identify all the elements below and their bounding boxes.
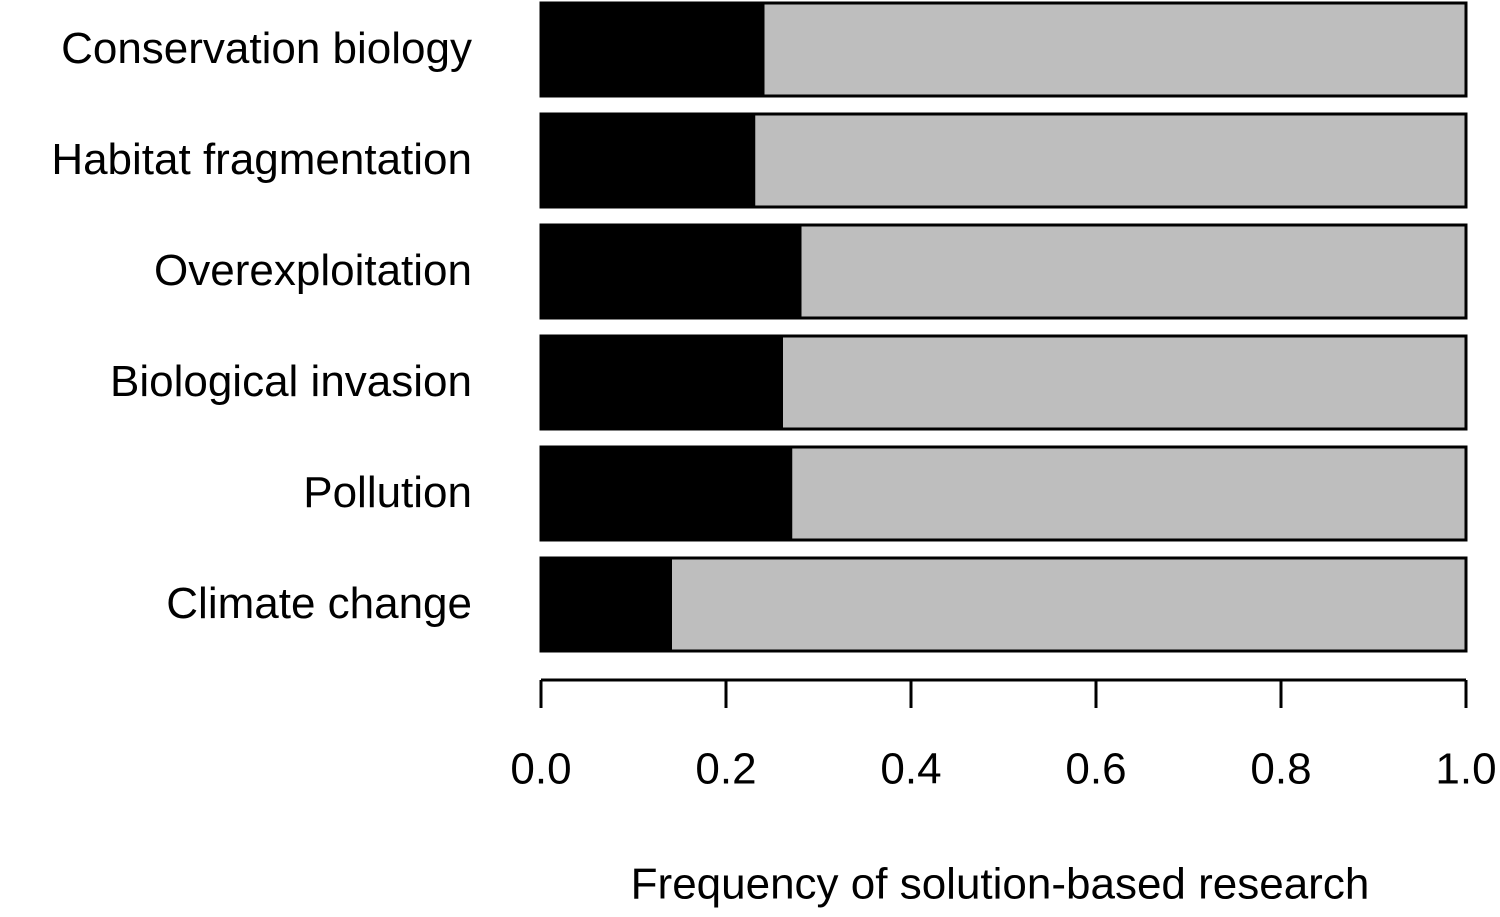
bar-segment bbox=[539, 223, 802, 320]
y-tick-label: Pollution bbox=[303, 468, 472, 517]
bar-segment bbox=[539, 445, 793, 542]
bar-segment bbox=[669, 556, 1468, 653]
bar-segment bbox=[539, 334, 783, 431]
x-tick-label: 0.4 bbox=[880, 745, 941, 794]
x-tick-label: 0.8 bbox=[1250, 745, 1311, 794]
bar-segment bbox=[798, 223, 1468, 320]
x-axis-title: Frequency of solution-based research bbox=[631, 860, 1370, 909]
bar-segment bbox=[752, 112, 1468, 209]
x-tick-label: 0.6 bbox=[1065, 745, 1126, 794]
bar-segment bbox=[789, 445, 1468, 542]
bar-segment bbox=[539, 1, 765, 98]
y-tick-label: Climate change bbox=[166, 579, 472, 628]
y-tick-label: Overexploitation bbox=[154, 246, 472, 295]
bar-segment bbox=[539, 556, 672, 653]
x-tick-label: 1.0 bbox=[1435, 745, 1496, 794]
y-tick-label: Habitat fragmentation bbox=[51, 135, 472, 184]
bar-segment bbox=[780, 334, 1468, 431]
x-tick-label: 0.2 bbox=[695, 745, 756, 794]
bar-segment bbox=[761, 1, 1468, 98]
y-tick-label: Biological invasion bbox=[110, 357, 472, 406]
y-tick-label: Conservation biology bbox=[61, 24, 472, 73]
x-tick-label: 0.0 bbox=[510, 745, 571, 794]
bar-segment bbox=[539, 112, 756, 209]
